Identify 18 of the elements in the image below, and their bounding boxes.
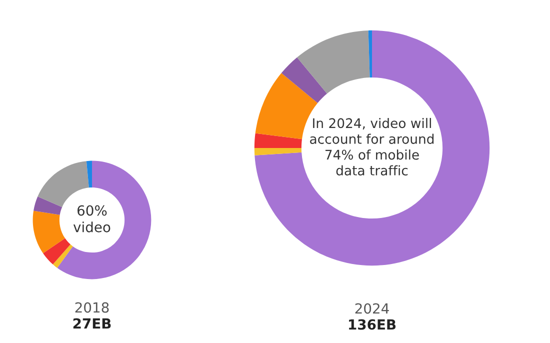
donut-slice bbox=[32, 210, 66, 254]
donut-slice bbox=[43, 238, 70, 264]
donut-slice bbox=[368, 30, 372, 78]
donut-slice bbox=[254, 133, 302, 148]
donut-slice bbox=[297, 30, 370, 94]
donut-slice bbox=[254, 148, 302, 156]
text: 2024 bbox=[355, 303, 389, 314]
donut-slice bbox=[254, 30, 490, 266]
text: 2018 bbox=[75, 302, 109, 313]
text: 27EB bbox=[73, 318, 111, 329]
text: In 2024, video will account for around 74% of mobile data traffic bbox=[310, 118, 434, 176]
text: 136EB bbox=[349, 319, 396, 330]
donut-slice bbox=[34, 196, 62, 215]
text: 60% video bbox=[73, 205, 110, 232]
donut-slice bbox=[57, 160, 152, 280]
donut-slice bbox=[52, 244, 73, 268]
donut-slice bbox=[281, 57, 328, 104]
donut-slice bbox=[86, 160, 92, 188]
